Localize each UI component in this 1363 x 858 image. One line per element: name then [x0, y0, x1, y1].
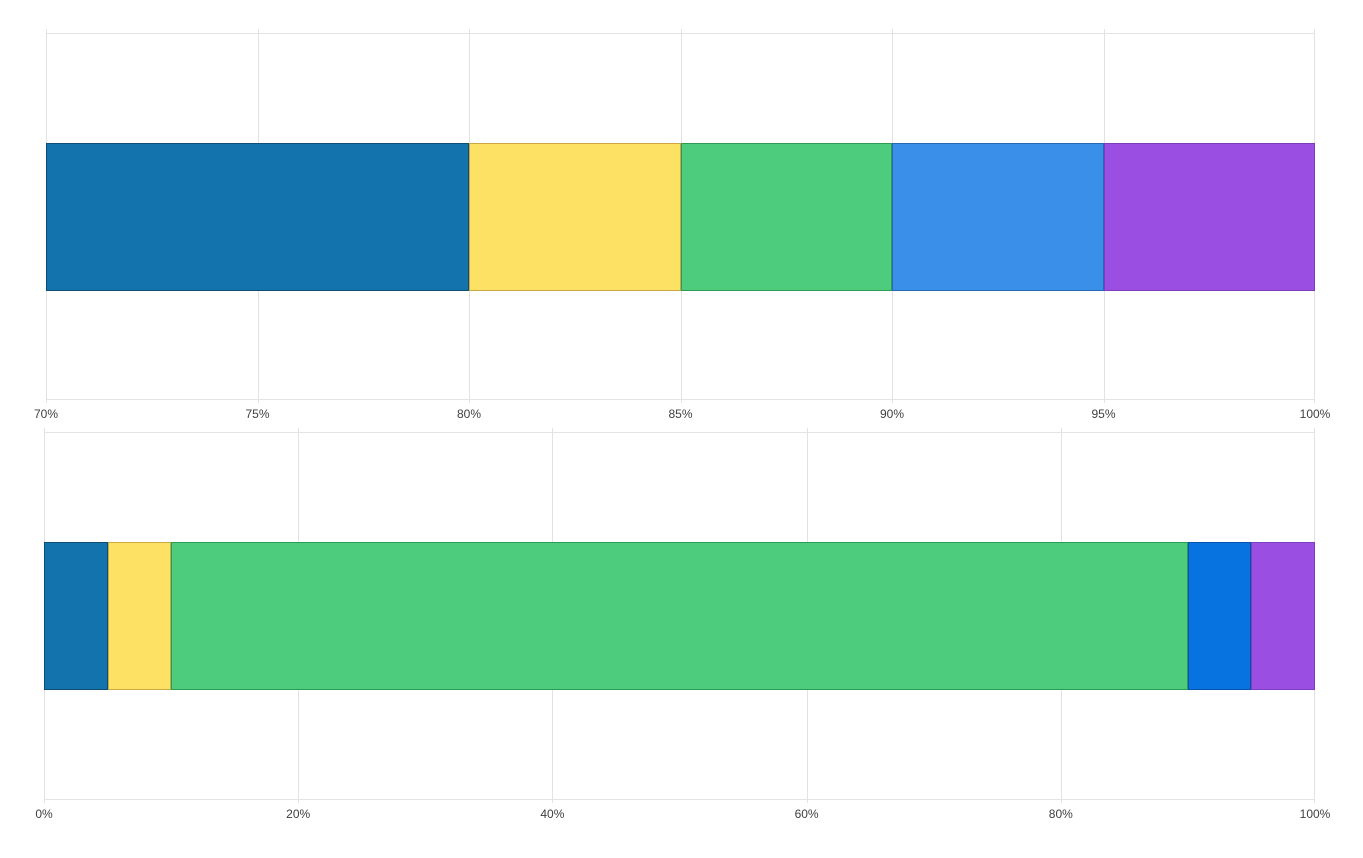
- bar-segment-green[interactable]: [680, 143, 892, 291]
- bar-segment-purple[interactable]: [1103, 143, 1315, 291]
- axis-baseline: [44, 799, 1315, 800]
- bar-segment-green[interactable]: [171, 542, 1188, 690]
- plot-top-border: [44, 432, 1315, 433]
- axis-tick-label-40%: 40%: [540, 807, 565, 821]
- axis-tick-label-75%: 75%: [245, 407, 270, 421]
- stacked-bar-chart-bottom: 0% 20% 40% 60% 80% 100%: [35, 428, 1330, 821]
- axis-tick-label-80%: 80%: [456, 407, 482, 421]
- axis-tick-label-70%: 70%: [33, 407, 59, 421]
- bar-segment-bright-blue[interactable]: [1187, 542, 1252, 690]
- bar-segment-blue[interactable]: [44, 542, 108, 690]
- stacked-bar-chart-top: 70% 75% 80% 85% 90% 95% 100%: [34, 29, 1330, 421]
- axis-tick-label-95%: 95%: [1091, 407, 1116, 421]
- axis-tick-label-20%: 20%: [286, 807, 311, 821]
- axis-tick-label-85%: 85%: [668, 407, 693, 421]
- axis-tick-label-60%: 60%: [794, 807, 819, 821]
- bar-segment-light-blue[interactable]: [892, 143, 1104, 291]
- bar-segment-yellow[interactable]: [469, 143, 681, 291]
- axis-tick-label-100%: 100%: [1299, 807, 1331, 821]
- axis-tick-label-0%: 0%: [35, 807, 53, 821]
- axis-tick-label-100%: 100%: [1299, 407, 1331, 421]
- bar-segment-purple[interactable]: [1251, 542, 1315, 690]
- bar-segment-blue[interactable]: [46, 143, 469, 291]
- axis-tick-label-80%: 80%: [1048, 807, 1073, 821]
- axis-tick-label-90%: 90%: [879, 407, 905, 421]
- bar-segment-yellow[interactable]: [107, 542, 172, 690]
